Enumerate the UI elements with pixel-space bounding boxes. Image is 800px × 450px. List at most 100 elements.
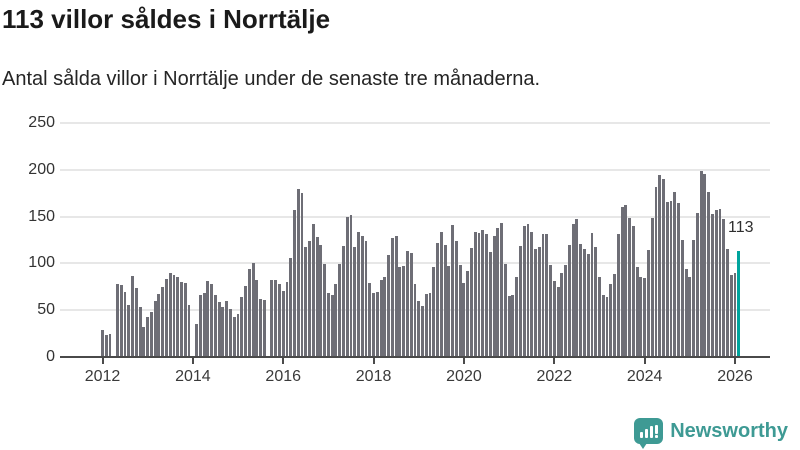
bar [454,240,458,357]
bar [695,212,699,357]
bar [526,224,530,357]
x-tick-label: 2026 [717,368,753,385]
bar [383,276,387,357]
bar [726,249,729,357]
bar [432,267,436,357]
bar [390,238,394,357]
bar [582,249,586,357]
bar [127,304,131,357]
bar [534,249,537,357]
bar [341,245,345,357]
bar [492,236,496,357]
bar [590,232,594,357]
bar [153,300,157,357]
bar [722,219,726,357]
bar [394,236,398,357]
bar [262,299,266,357]
y-tick-label: 50 [37,301,55,319]
gridline [60,262,770,265]
bar [699,170,703,357]
bar [281,291,285,357]
bar [349,214,353,357]
bar [101,329,104,357]
bar [662,179,665,357]
bar [413,283,417,357]
bar [210,283,214,357]
bar [319,244,323,357]
bar [567,244,571,357]
gridline [60,168,770,171]
bar [172,274,176,357]
bar [601,295,605,357]
bar [251,263,255,357]
bar [598,276,601,357]
bar [703,174,707,357]
y-tick-label: 150 [28,207,55,225]
x-tick [734,358,737,364]
bar [300,193,304,357]
y-tick-label: 250 [28,114,55,131]
bar [240,297,244,357]
bar [631,225,635,357]
bar [545,234,549,357]
bar [616,234,620,357]
x-tick-label: 2024 [626,368,663,385]
bar [345,216,349,357]
bar [116,283,119,357]
bar [232,316,236,357]
bar [176,277,180,357]
bar [594,247,598,357]
bar [225,300,229,357]
bar [311,224,315,357]
bar [406,251,409,357]
x-tick [462,358,465,364]
bar [507,296,511,357]
bar [680,240,684,357]
bar [323,264,327,357]
bar [443,244,447,357]
bar [485,234,488,357]
bar [488,252,492,357]
bar [481,229,485,357]
bar [330,295,334,357]
bar [379,280,383,357]
bar [123,292,127,357]
bar [462,283,466,357]
bar [270,280,274,357]
bar [131,275,134,357]
bar [714,210,718,357]
bar [673,192,677,357]
bar [473,231,477,357]
bar [564,265,568,357]
bar [684,269,688,357]
bar [635,267,639,357]
bar [541,234,545,357]
bar [187,304,191,357]
bar [677,203,680,357]
y-tick-label: 200 [28,160,55,178]
bar [470,248,473,357]
bar [458,265,462,357]
bar [421,305,424,357]
bar [552,281,556,357]
bar [556,286,560,357]
x-tick-label: 2012 [84,368,121,385]
bar [289,257,293,357]
bar [149,312,153,357]
bar [142,327,146,357]
x-tick [191,358,194,364]
bar [579,243,583,357]
newsworthy-chart-bubble-icon [634,418,664,449]
gridline [60,215,770,218]
bar [560,272,564,357]
bar [624,205,628,357]
bar [364,240,368,357]
bar [195,324,199,357]
bar [198,295,202,357]
newsworthy-logo[interactable]: Newsworthy [634,415,788,449]
bar [229,309,232,357]
bar [733,272,737,357]
bar [436,242,440,357]
bar [168,272,172,357]
bar [183,283,187,357]
